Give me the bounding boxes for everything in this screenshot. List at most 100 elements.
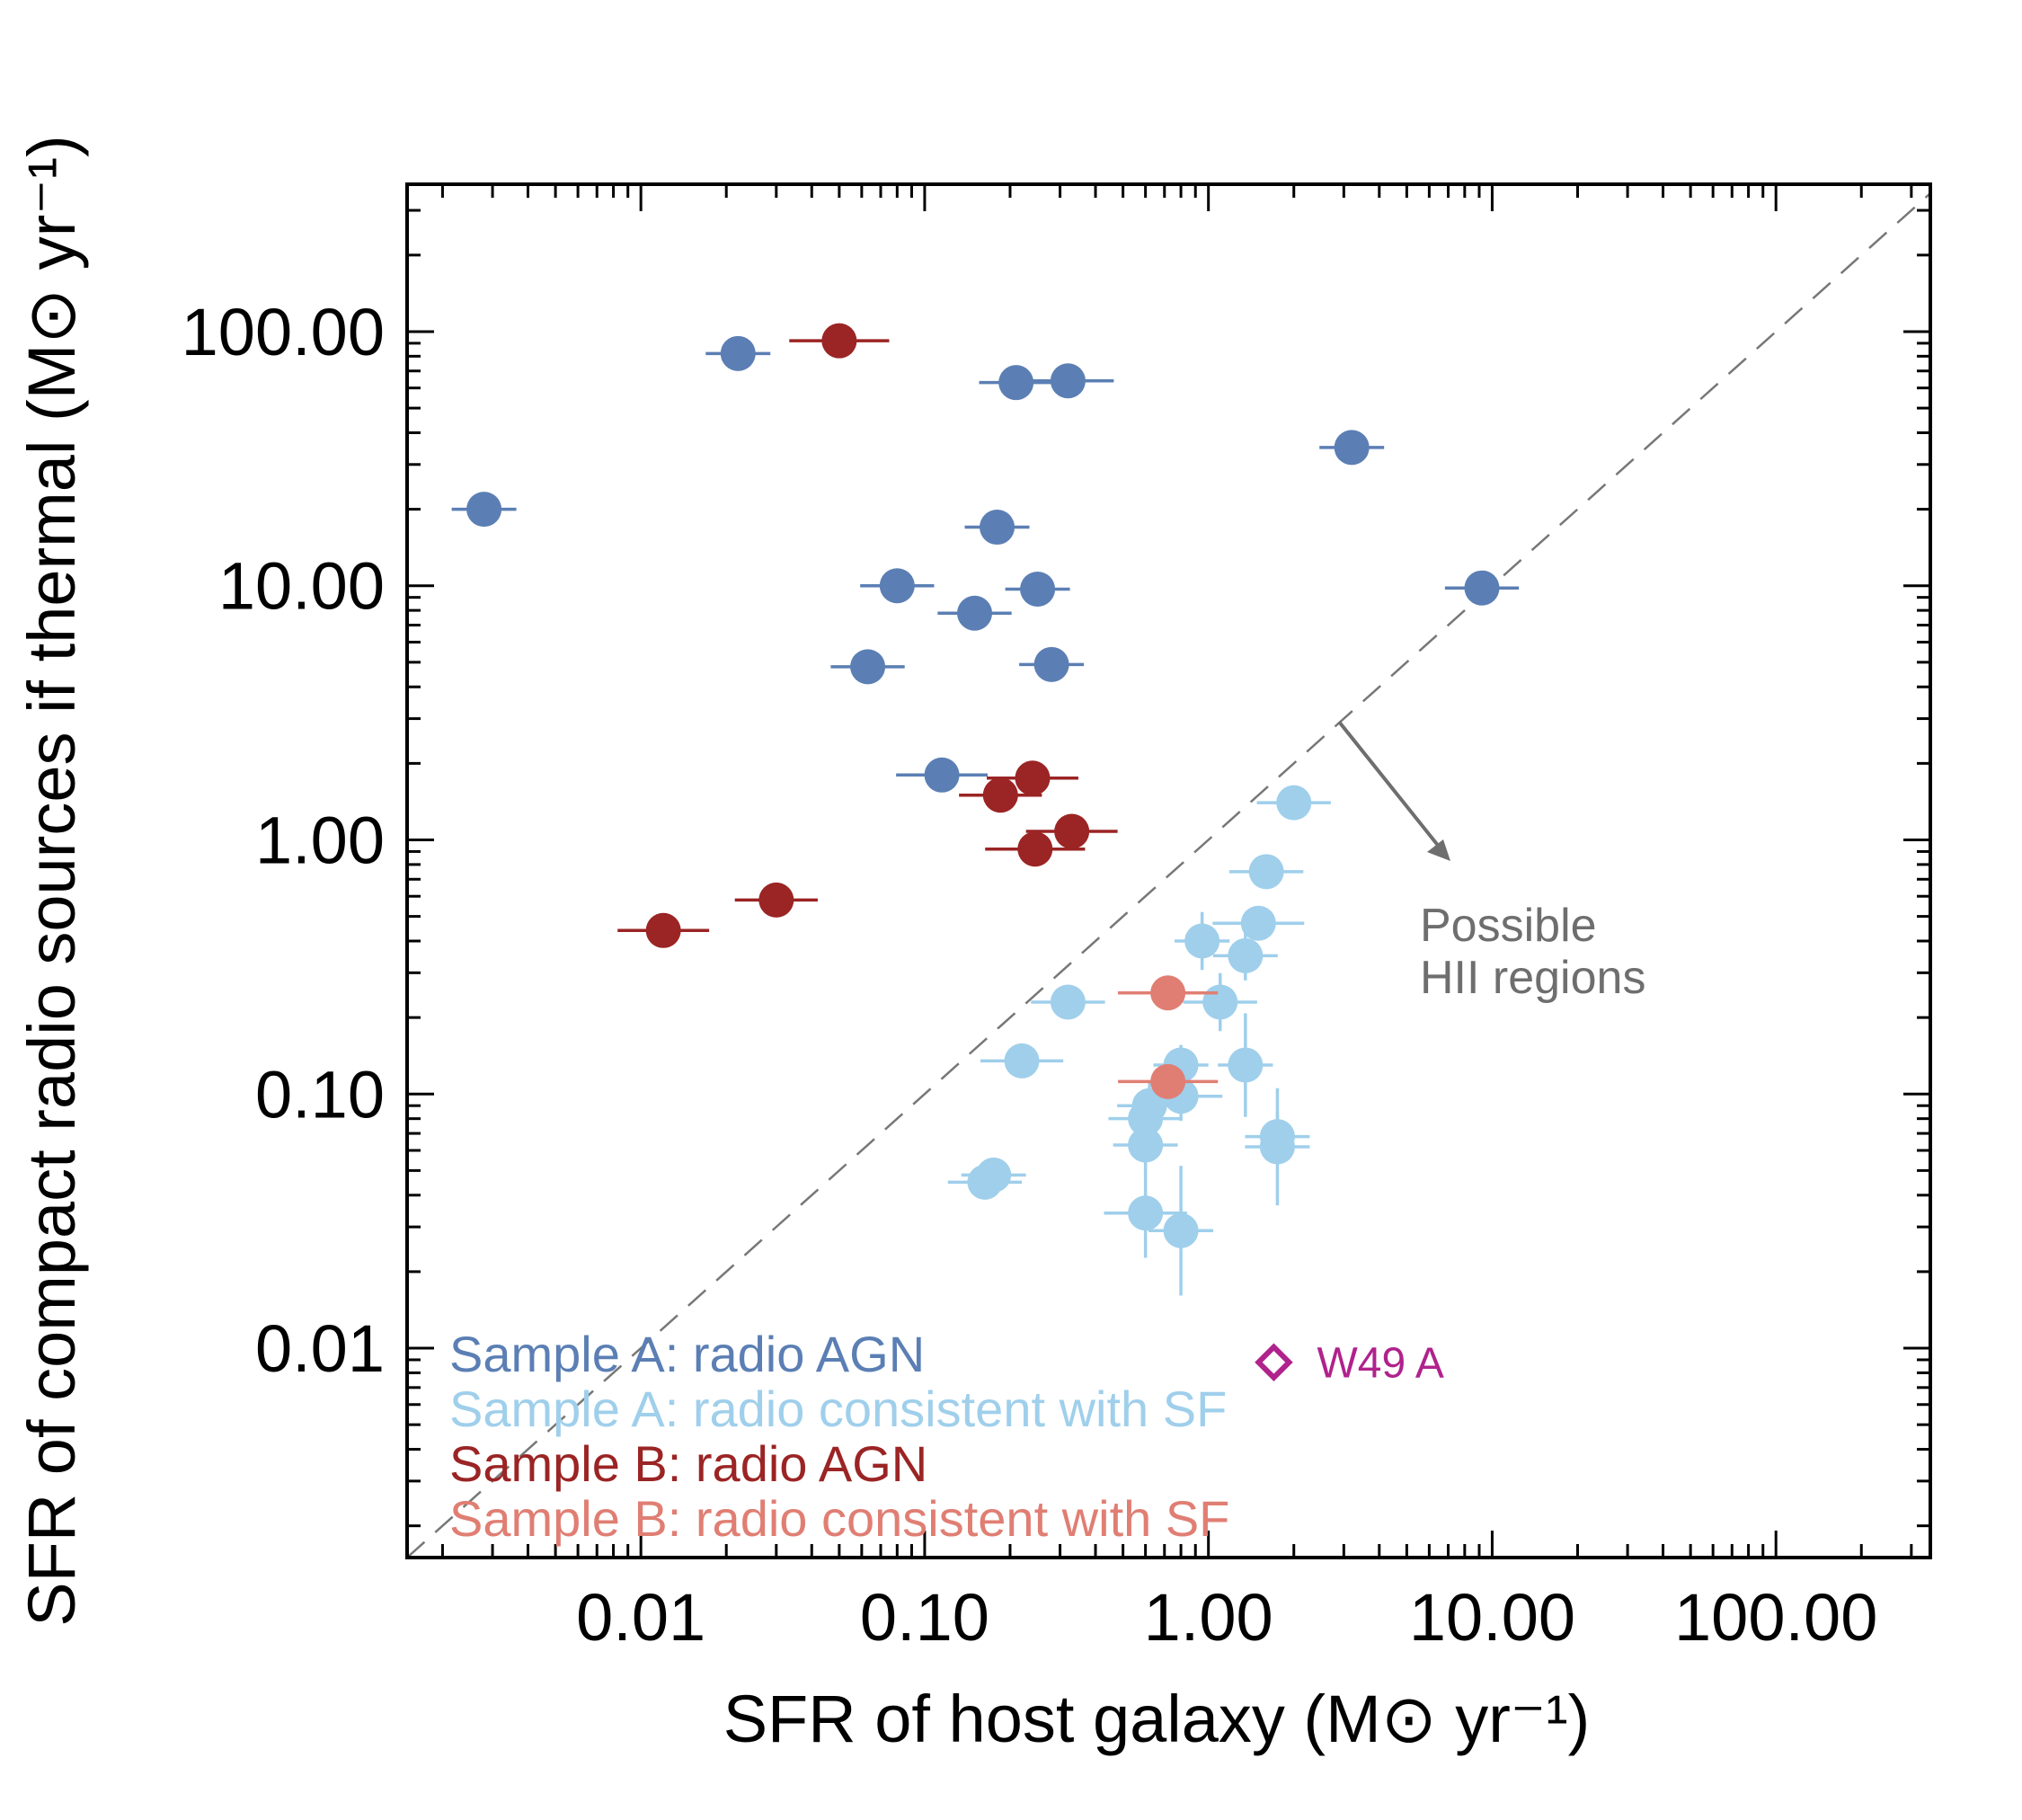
- data-point: [1319, 430, 1385, 466]
- y-tick-label: 100.00: [182, 295, 385, 369]
- annotation-arrow-line: [1337, 720, 1441, 849]
- data-point-marker: [1259, 1129, 1295, 1165]
- legend-sample-a-sf: Sample A: radio consistent with SF: [449, 1381, 1227, 1437]
- annotation-line2: HII regions: [1420, 952, 1645, 1004]
- data-point: [451, 492, 517, 528]
- data-point: [980, 1043, 1064, 1079]
- data-point: [1019, 646, 1085, 682]
- data-point-marker: [1050, 363, 1086, 399]
- y-tick-label: 0.01: [255, 1311, 385, 1386]
- data-point-marker: [1128, 1195, 1164, 1231]
- data-point-marker: [1334, 430, 1370, 466]
- y-tick-label: 1.00: [255, 803, 385, 877]
- data-point-marker: [1128, 1101, 1164, 1137]
- data-point: [1104, 1167, 1187, 1258]
- data-point: [1256, 785, 1331, 821]
- data-point: [1444, 570, 1520, 606]
- data-point-marker: [998, 365, 1034, 401]
- one-to-one-line-layer: [406, 192, 1931, 1558]
- data-point-marker: [1015, 760, 1051, 796]
- data-point: [1148, 1166, 1214, 1296]
- data-point: [617, 912, 710, 948]
- data-point-marker: [850, 649, 886, 685]
- data-point-marker: [466, 492, 502, 528]
- data-point: [1212, 931, 1278, 981]
- data-point: [1025, 813, 1118, 849]
- data-point: [959, 777, 1042, 813]
- data-point: [734, 882, 818, 918]
- data-point-marker: [1020, 571, 1056, 607]
- x-axis-title: SFR of host galaxy (M⊙ yr⁻¹): [723, 1682, 1591, 1756]
- data-point: [860, 568, 935, 604]
- data-point: [705, 335, 771, 371]
- x-tick-label: 10.00: [1409, 1580, 1575, 1655]
- x-tick-labels: 0.01 0.10 1.00 10.00 100.00: [576, 1580, 1877, 1655]
- data-point: [1108, 1098, 1183, 1140]
- annotation: Possible HII regions: [1337, 720, 1645, 1004]
- data-point: [1005, 571, 1070, 607]
- data-point-marker: [1054, 813, 1090, 849]
- data-point: [830, 649, 905, 685]
- x-tick-label: 1.00: [1144, 1580, 1273, 1655]
- data-point: [1118, 1063, 1219, 1099]
- data-point-marker: [758, 882, 794, 918]
- data-point: [1118, 975, 1219, 1011]
- data-point-marker: [1464, 570, 1500, 606]
- w49a-diamond-icon: [1255, 1343, 1293, 1381]
- data-point: [1212, 905, 1305, 941]
- data-point-marker: [1248, 854, 1284, 890]
- data-point: [1228, 854, 1304, 890]
- data-point: [1218, 1013, 1273, 1117]
- data-point: [979, 365, 1053, 401]
- data-point-marker: [1033, 646, 1069, 682]
- annotation-line1: Possible: [1420, 900, 1597, 952]
- data-point: [964, 510, 1030, 546]
- x-tick-label: 100.00: [1674, 1580, 1877, 1655]
- data-point: [789, 323, 890, 359]
- data-point: [937, 595, 1012, 631]
- data-point: [896, 757, 989, 793]
- data-point-marker: [1004, 1043, 1040, 1079]
- data-points-layer: [451, 323, 1520, 1296]
- y-tick-label: 10.00: [218, 549, 385, 624]
- data-point: [1245, 1088, 1310, 1206]
- data-point: [1113, 1120, 1178, 1170]
- w49a-label: W49 A: [1317, 1340, 1443, 1388]
- data-point: [1175, 911, 1230, 971]
- data-point-marker: [879, 568, 915, 604]
- legend: Sample A: radio AGN Sample A: radio cons…: [449, 1326, 1229, 1547]
- x-tick-label: 0.10: [860, 1580, 989, 1655]
- data-point-marker: [1276, 785, 1312, 821]
- legend-sample-b-agn: Sample B: radio AGN: [449, 1435, 927, 1492]
- axis-ticks: [407, 184, 1930, 1558]
- data-point-marker: [821, 323, 857, 359]
- data-point-marker: [967, 1164, 1003, 1200]
- legend-sample-b-sf: Sample B: radio consistent with SF: [449, 1490, 1229, 1547]
- y-tick-labels: 0.01 0.10 1.00 10.00 100.00: [182, 295, 385, 1386]
- w49a-marker: W49 A: [1255, 1340, 1444, 1388]
- data-point-marker: [1050, 984, 1086, 1020]
- data-point-marker: [957, 595, 993, 631]
- data-point-marker: [1202, 984, 1238, 1020]
- data-point-marker: [645, 912, 681, 948]
- data-point-marker: [1150, 975, 1186, 1011]
- data-point-marker: [924, 757, 960, 793]
- data-point: [1031, 984, 1105, 1020]
- data-point-marker: [1228, 1047, 1264, 1083]
- data-point-marker: [1128, 1127, 1164, 1163]
- data-point-marker: [1184, 923, 1220, 959]
- data-point: [1022, 363, 1114, 399]
- plot-frame: [405, 182, 1932, 1559]
- y-tick-label: 0.10: [255, 1057, 385, 1132]
- one-to-one-line: [406, 192, 1931, 1558]
- data-point-marker: [1017, 831, 1053, 867]
- data-point-marker: [720, 335, 756, 371]
- data-point-marker: [982, 777, 1018, 813]
- data-point-marker: [1240, 905, 1276, 941]
- annotation-arrow-head: [1427, 839, 1450, 861]
- data-point-marker: [1228, 937, 1264, 973]
- data-point: [947, 1164, 1023, 1200]
- data-point: [985, 831, 1086, 867]
- y-axis-title: SFR of compact radio sources if thermal …: [14, 135, 89, 1627]
- data-point-marker: [1150, 1063, 1186, 1099]
